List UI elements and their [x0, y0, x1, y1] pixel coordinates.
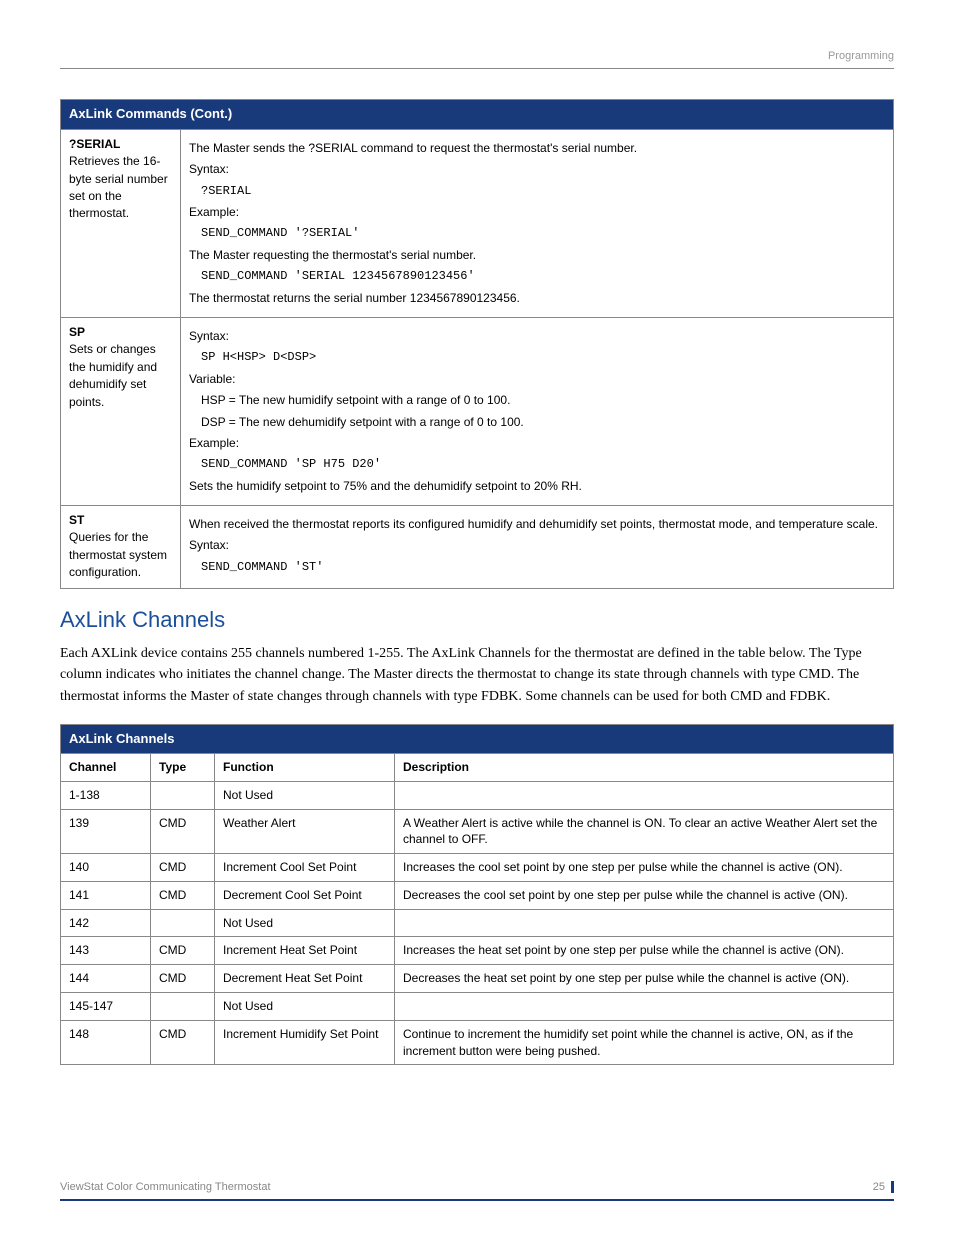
code-line: SEND_COMMAND 'SERIAL 1234567890123456': [201, 268, 885, 285]
page-footer: ViewStat Color Communicating Thermostat …: [60, 1181, 894, 1201]
detail-line: The Master sends the ?SERIAL command to …: [189, 140, 885, 157]
command-cell: SPSets or changes the humidify and dehum…: [61, 317, 181, 505]
header-rule: [60, 68, 894, 69]
command-detail: The Master sends the ?SERIAL command to …: [181, 129, 894, 317]
table-row: 1-138 Not Used: [61, 781, 894, 809]
footer-title: ViewStat Color Communicating Thermostat: [60, 1181, 271, 1193]
cell-function: Increment Humidify Set Point: [215, 1020, 395, 1065]
cell-description: Increases the cool set point by one step…: [395, 854, 894, 882]
table-row: 139CMDWeather AlertA Weather Alert is ac…: [61, 809, 894, 854]
cell-type: CMD: [151, 809, 215, 854]
cell-description: Decreases the heat set point by one step…: [395, 965, 894, 993]
cell-type: CMD: [151, 937, 215, 965]
table-row: 140CMDIncrement Cool Set PointIncreases …: [61, 854, 894, 882]
cell-type: [151, 909, 215, 937]
command-name: SP: [69, 324, 172, 341]
cell-channel: 145-147: [61, 993, 151, 1021]
cell-function: Decrement Heat Set Point: [215, 965, 395, 993]
code-line: ?SERIAL: [201, 183, 885, 200]
cell-channel: 148: [61, 1020, 151, 1065]
cell-function: Not Used: [215, 993, 395, 1021]
page: Programming AxLink Commands (Cont.) ?SER…: [0, 0, 954, 1235]
detail-line: Sets the humidify setpoint to 75% and th…: [189, 478, 885, 495]
cell-type: CMD: [151, 854, 215, 882]
channels-table-header: AxLink Channels: [61, 724, 894, 753]
commands-table-header: AxLink Commands (Cont.): [61, 100, 894, 130]
table-row: 144CMDDecrement Heat Set PointDecreases …: [61, 965, 894, 993]
cell-type: [151, 993, 215, 1021]
cell-channel: 143: [61, 937, 151, 965]
cell-channel: 1-138: [61, 781, 151, 809]
footer-rule: [60, 1199, 894, 1201]
cell-type: CMD: [151, 965, 215, 993]
command-name: ?SERIAL: [69, 136, 172, 153]
detail-line: Example:: [189, 435, 885, 452]
cell-description: [395, 993, 894, 1021]
cell-description: Increases the heat set point by one step…: [395, 937, 894, 965]
channels-table: AxLink Channels Channel Type Function De…: [60, 724, 894, 1066]
code-line: SP H<HSP> D<DSP>: [201, 349, 885, 366]
cell-channel: 140: [61, 854, 151, 882]
cell-function: Increment Heat Set Point: [215, 937, 395, 965]
detail-line: Example:: [189, 204, 885, 221]
cell-description: Decreases the cool set point by one step…: [395, 881, 894, 909]
code-line: SEND_COMMAND '?SERIAL': [201, 225, 885, 242]
cell-description: A Weather Alert is active while the chan…: [395, 809, 894, 854]
detail-line: When received the thermostat reports its…: [189, 516, 885, 533]
footer-page: 25: [873, 1181, 894, 1193]
command-name: ST: [69, 512, 172, 529]
command-cell: ?SERIALRetrieves the 16-byte serial numb…: [61, 129, 181, 317]
cell-function: Weather Alert: [215, 809, 395, 854]
detail-line: HSP = The new humidify setpoint with a r…: [201, 392, 885, 409]
cell-description: [395, 909, 894, 937]
cell-function: Decrement Cool Set Point: [215, 881, 395, 909]
cell-type: [151, 781, 215, 809]
table-row: 148CMDIncrement Humidify Set PointContin…: [61, 1020, 894, 1065]
cell-type: CMD: [151, 1020, 215, 1065]
commands-table: AxLink Commands (Cont.) ?SERIALRetrieves…: [60, 99, 894, 589]
cell-type: CMD: [151, 881, 215, 909]
code-line: SEND_COMMAND 'ST': [201, 559, 885, 576]
col-channel: Channel: [61, 753, 151, 781]
command-cell: STQueries for the thermostat system conf…: [61, 506, 181, 589]
detail-line: Variable:: [189, 371, 885, 388]
cell-channel: 142: [61, 909, 151, 937]
detail-line: Syntax:: [189, 537, 885, 554]
detail-line: Syntax:: [189, 161, 885, 178]
command-desc: Sets or changes the humidify and dehumid…: [69, 341, 172, 411]
command-desc: Retrieves the 16-byte serial number set …: [69, 153, 172, 223]
cell-function: Increment Cool Set Point: [215, 854, 395, 882]
cell-function: Not Used: [215, 909, 395, 937]
section-paragraph: Each AXLink device contains 255 channels…: [60, 643, 894, 708]
breadcrumb: Programming: [60, 50, 894, 62]
cell-function: Not Used: [215, 781, 395, 809]
section-heading: AxLink Channels: [60, 607, 894, 633]
cell-channel: 141: [61, 881, 151, 909]
cell-channel: 144: [61, 965, 151, 993]
table-row: 143CMDIncrement Heat Set PointIncreases …: [61, 937, 894, 965]
detail-line: The Master requesting the thermostat's s…: [189, 247, 885, 264]
cell-description: Continue to increment the humidify set p…: [395, 1020, 894, 1065]
cell-channel: 139: [61, 809, 151, 854]
cell-description: [395, 781, 894, 809]
command-desc: Queries for the thermostat system config…: [69, 529, 172, 581]
command-detail: When received the thermostat reports its…: [181, 506, 894, 589]
col-function: Function: [215, 753, 395, 781]
col-type: Type: [151, 753, 215, 781]
detail-line: The thermostat returns the serial number…: [189, 290, 885, 307]
table-row: 145-147 Not Used: [61, 993, 894, 1021]
code-line: SEND_COMMAND 'SP H75 D20': [201, 456, 885, 473]
detail-line: DSP = The new dehumidify setpoint with a…: [201, 414, 885, 431]
col-description: Description: [395, 753, 894, 781]
table-row: 141CMDDecrement Cool Set PointDecreases …: [61, 881, 894, 909]
detail-line: Syntax:: [189, 328, 885, 345]
command-detail: Syntax: SP H<HSP> D<DSP> Variable: HSP = Th…: [181, 317, 894, 505]
table-row: 142 Not Used: [61, 909, 894, 937]
